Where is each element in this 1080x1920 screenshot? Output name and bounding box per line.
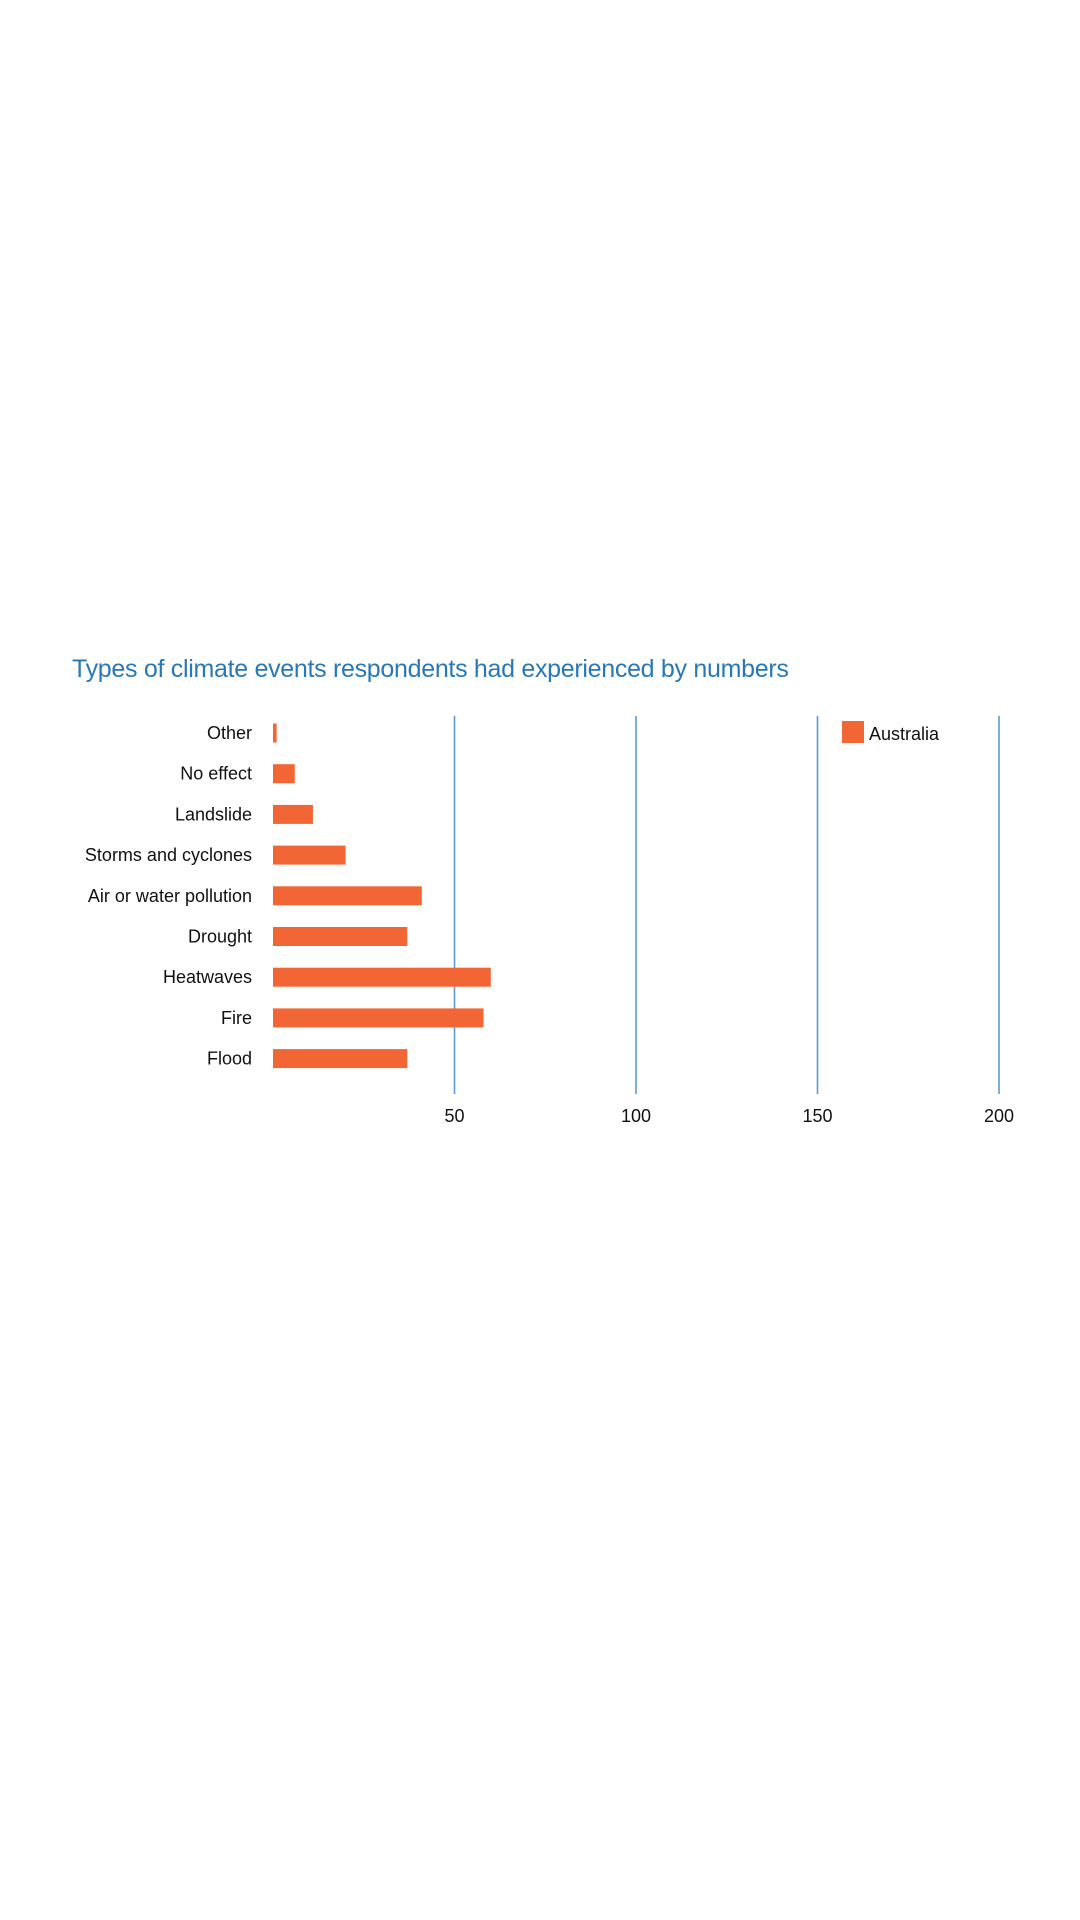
- x-tick-label: 100: [621, 1106, 651, 1126]
- bar-air-or-water-pollution: [273, 886, 422, 906]
- x-axis-ticks: 50 100 150 200: [444, 1106, 1014, 1126]
- chart-title: Types of climate events respondents had …: [72, 655, 789, 683]
- gridlines: [453, 716, 1000, 1094]
- legend: Australia: [842, 721, 940, 744]
- x-tick-label: 50: [444, 1106, 464, 1126]
- category-label: Heatwaves: [163, 967, 252, 987]
- legend-swatch-australia: [842, 721, 864, 743]
- category-label: Storms and cyclones: [85, 845, 252, 865]
- bar-drought: [273, 927, 408, 946]
- category-label: Other: [207, 723, 252, 743]
- x-tick-label: 150: [802, 1106, 832, 1126]
- bar-other: [273, 723, 277, 743]
- category-label: Flood: [207, 1049, 252, 1069]
- legend-label: Australia: [869, 724, 940, 744]
- x-tick-label: 200: [984, 1106, 1014, 1126]
- category-label: Landslide: [175, 804, 252, 824]
- category-labels: Other No effect Landslide Storms and cyclon…: [85, 723, 252, 1069]
- bar-landslide: [273, 804, 313, 824]
- category-label: Drought: [188, 927, 252, 947]
- bar-no-effect: [273, 764, 295, 784]
- category-label: Fire: [221, 1008, 252, 1028]
- bars: [273, 723, 491, 1069]
- category-label: Air or water pollution: [88, 886, 252, 906]
- bar-flood: [273, 1049, 408, 1069]
- bar-heatwaves: [273, 967, 491, 987]
- bar-fire: [273, 1008, 484, 1028]
- bar-storms-and-cyclones: [273, 845, 346, 865]
- category-label: No effect: [180, 764, 252, 784]
